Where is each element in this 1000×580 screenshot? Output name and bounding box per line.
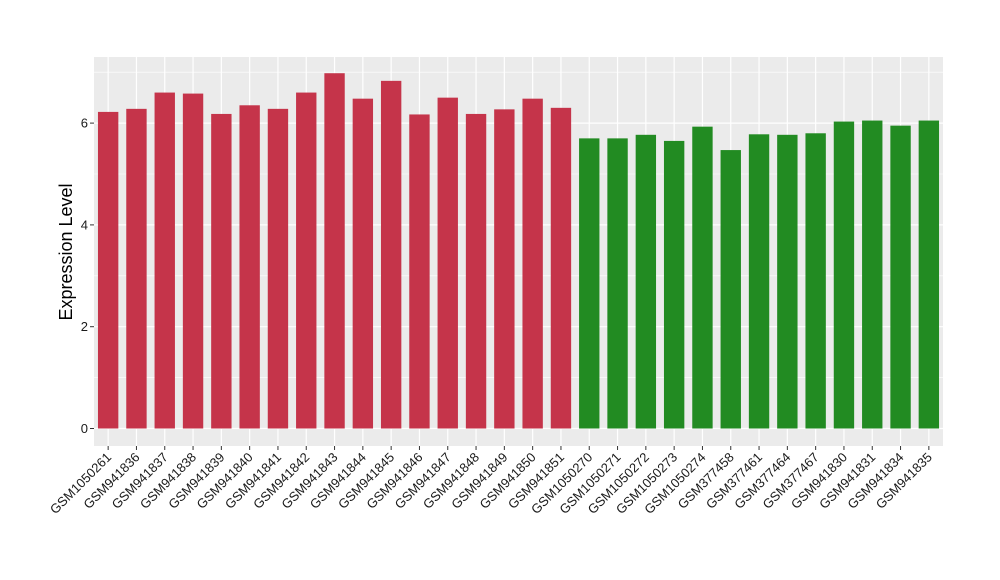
y-tick-label: 4 [81,217,88,232]
bar-gsm1050274 [692,126,713,429]
y-tick-label: 6 [81,116,88,131]
bar-gsm1050272 [635,134,657,429]
bars [97,73,940,429]
bar-gsm941845 [380,80,402,429]
bar-gsm941841 [267,108,289,429]
bar-gsm941834 [890,125,911,429]
bar-gsm941843 [324,73,345,429]
bar-gsm941844 [352,98,374,429]
bar-gsm941851 [550,107,572,429]
bar-gsm941838 [182,93,204,429]
bar-gsm941836 [126,108,147,429]
bar-gsm941842 [296,92,317,429]
y-axis: 0 2 4 6 [81,116,94,436]
bar-gsm941846 [409,114,430,429]
bar-gsm941849 [494,109,515,429]
bar-gsm1050271 [607,138,628,429]
bar-gsm377464 [777,134,798,429]
y-tick-label: 2 [81,319,88,334]
bar-gsm941835 [918,120,940,429]
bar-gsm1050270 [579,138,600,429]
bar-gsm377461 [748,134,770,429]
bar-gsm377467 [805,133,826,429]
y-tick-label: 0 [81,421,88,436]
bar-gsm941847 [437,97,458,429]
bar-gsm941840 [239,105,260,429]
bar-gsm1050273 [663,140,685,429]
minor-gridlines [94,71,943,378]
bar-gsm941850 [522,98,543,429]
bar-gsm941831 [862,120,883,429]
bar-gsm377458 [720,150,741,429]
bar-gsm941837 [154,92,175,429]
bar-gsm1050261 [97,111,119,429]
bar-gsm941830 [833,121,855,429]
x-axis: GSM1050261GSM941836GSM941837GSM941838GSM… [47,446,935,517]
plot-panel [94,57,943,446]
bar-gsm941839 [211,113,232,429]
y-axis-title: Expression Level [56,183,76,320]
bar-gsm941848 [465,113,487,429]
